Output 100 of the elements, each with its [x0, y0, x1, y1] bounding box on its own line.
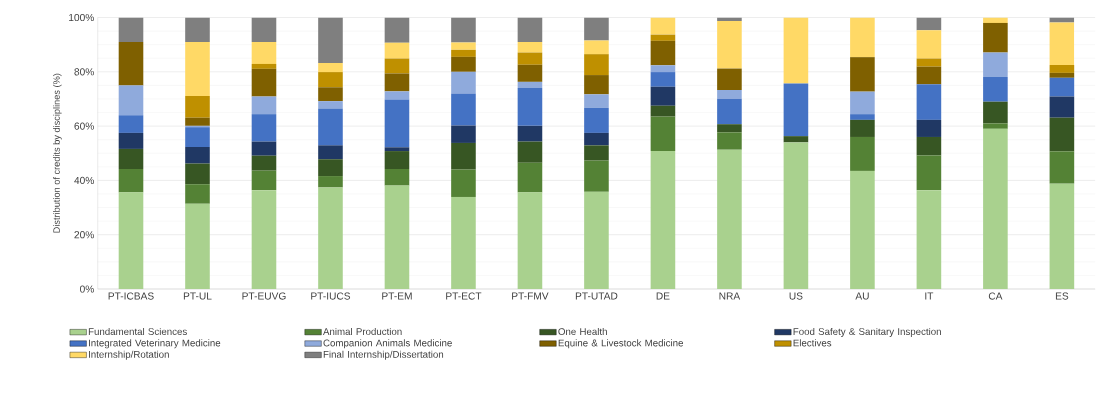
- bar: [717, 90, 742, 99]
- bar: [650, 72, 676, 87]
- bar: [185, 184, 210, 204]
- bar: [584, 75, 609, 95]
- bar: [783, 142, 809, 290]
- x-tick-label: PT-ECT: [446, 292, 482, 300]
- bar: [384, 42, 410, 59]
- bar: [251, 190, 277, 290]
- bar: [118, 41, 144, 86]
- bar: [717, 124, 742, 133]
- bar: [185, 203, 210, 290]
- bar: [916, 58, 942, 67]
- bar: [650, 40, 676, 66]
- bar: [251, 96, 277, 115]
- bar: [118, 17, 144, 42]
- bar: [916, 17, 942, 31]
- bar: [251, 114, 277, 142]
- bar: [517, 52, 543, 65]
- bar: [185, 147, 210, 164]
- bar: [1049, 65, 1075, 73]
- bar: [384, 99, 410, 148]
- bar: [916, 155, 942, 191]
- bar: [118, 169, 144, 193]
- bar: [251, 68, 277, 97]
- bar: [584, 191, 609, 290]
- x-tick-label: ES: [1055, 292, 1069, 300]
- bar: [318, 159, 343, 177]
- bar: [650, 65, 676, 73]
- bar: [118, 148, 144, 170]
- bar: [118, 132, 144, 149]
- bar: [850, 114, 875, 120]
- bar: [384, 185, 410, 290]
- x-tick-label: NRA: [719, 292, 741, 300]
- bar: [916, 119, 942, 138]
- bar: [650, 105, 676, 117]
- bar: [118, 85, 144, 116]
- bar: [717, 68, 742, 91]
- bar: [717, 21, 742, 69]
- bar: [517, 17, 543, 42]
- y-tick-label: 0%: [80, 285, 94, 293]
- x-tick-label: PT-ICBAS: [108, 292, 154, 300]
- x-tick-label: PT-IUCS: [311, 292, 351, 300]
- bar: [1049, 117, 1075, 152]
- bar: [451, 169, 476, 198]
- bar: [384, 147, 410, 152]
- bar: [850, 119, 875, 138]
- bar: [717, 98, 742, 125]
- bar: [451, 125, 476, 143]
- bar: [185, 96, 210, 118]
- y-tick-label: 20%: [74, 231, 94, 239]
- bar: [1049, 77, 1075, 97]
- bar: [517, 162, 543, 193]
- bar: [251, 17, 277, 42]
- bar: [318, 187, 343, 290]
- bar: [517, 125, 543, 142]
- bar: [584, 54, 609, 76]
- bar: [451, 49, 476, 57]
- bar: [983, 128, 1008, 290]
- legend-label: Final Internship/Dissertation: [323, 350, 444, 360]
- bar: [584, 132, 609, 146]
- y-tick-label: 100%: [69, 13, 94, 22]
- bar: [451, 56, 476, 72]
- bar: [384, 151, 410, 170]
- bar: [451, 71, 476, 94]
- bar: [318, 17, 343, 64]
- bar: [451, 93, 476, 126]
- legend-label: Equine & Livestock Medicine: [558, 339, 683, 349]
- bar: [384, 91, 410, 100]
- bar: [384, 58, 410, 74]
- bar: [916, 190, 942, 290]
- bar: [451, 42, 476, 50]
- bar: [916, 30, 942, 59]
- legend-label: Integrated Veterinary Medicine: [89, 339, 221, 349]
- bar: [517, 192, 543, 290]
- legend-label: Electives: [793, 339, 832, 347]
- bar: [318, 176, 343, 188]
- x-tick-label: IT: [925, 292, 934, 300]
- bar: [384, 73, 410, 92]
- bar: [318, 72, 343, 88]
- bar: [783, 17, 809, 84]
- bar: [318, 108, 343, 146]
- bar: [650, 151, 676, 290]
- bar: [650, 34, 676, 41]
- bar: [983, 123, 1008, 129]
- bar: [983, 77, 1008, 102]
- bar: [318, 63, 343, 73]
- x-tick-label: CA: [988, 292, 1003, 300]
- bar: [850, 17, 875, 58]
- bar: [118, 192, 144, 290]
- legend-label: Animal Production: [323, 327, 402, 336]
- bar: [384, 17, 410, 43]
- bar: [650, 116, 676, 152]
- legend-label: Companion Animals Medicine: [323, 339, 452, 349]
- bar: [318, 87, 343, 102]
- x-tick-label: DE: [656, 292, 670, 300]
- bar: [584, 160, 609, 192]
- bar: [185, 41, 210, 97]
- x-tick-label: PT-EUVG: [242, 292, 286, 300]
- bar: [384, 169, 410, 186]
- bar: [850, 137, 875, 171]
